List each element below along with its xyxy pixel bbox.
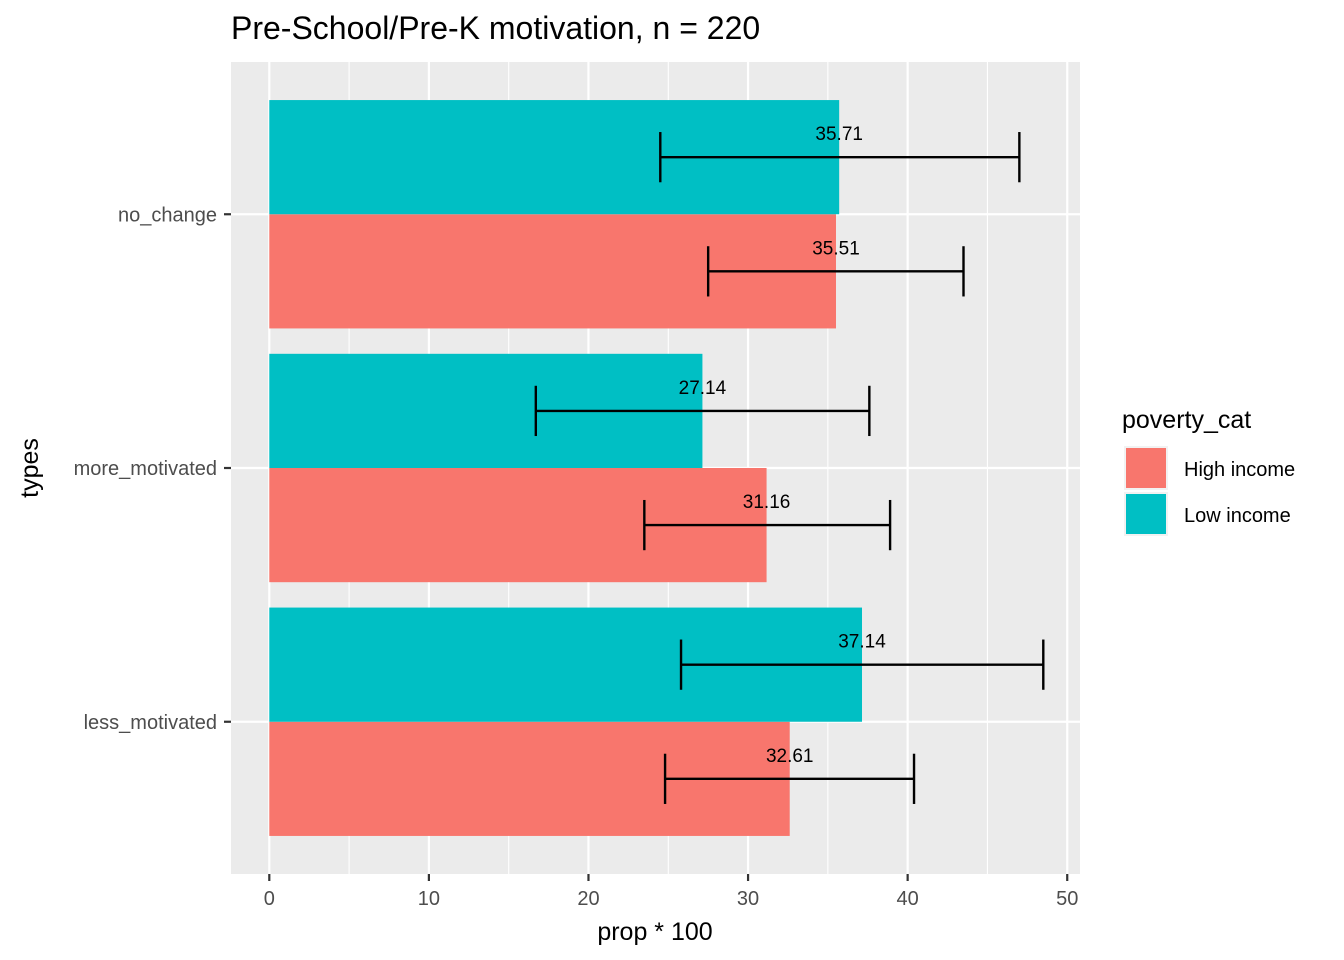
chart-title: Pre-School/Pre-K motivation, n = 220 [231,10,760,46]
data-labels: 35.51 31.16 32.61 35.71 27.14 37.14 [679,124,887,767]
error-bar [643,499,892,551]
bars [269,100,863,836]
data-label: 35.71 [815,124,863,145]
error-bar [679,639,1045,690]
error-bar [663,753,916,804]
error-bar [706,246,965,297]
data-label: 35.51 [812,238,860,259]
data-label: 27.14 [679,378,727,399]
y-tick-label: more_motivated [74,458,217,480]
data-label: 37.14 [838,632,886,653]
legend-key [1126,494,1166,534]
x-axis: 0 10 20 30 40 50 [264,874,1078,910]
error-bars [534,132,1045,804]
x-tick-label: 40 [897,888,919,910]
x-tick-label: 0 [264,888,275,910]
y-axis-title: types [16,438,44,498]
data-label: 31.16 [743,492,791,513]
x-tick-label: 50 [1056,888,1078,910]
x-tick-label: 10 [418,888,440,910]
legend-title: poverty_cat [1122,406,1251,434]
data-label: 32.61 [766,746,814,767]
x-axis-title: prop * 100 [597,918,712,946]
legend-key [1126,448,1166,488]
y-axis: no_change more_motivated less_motivated [74,204,231,734]
x-tick-label: 20 [577,888,599,910]
legend-label: Low income [1184,505,1291,527]
legend: poverty_cat High income Low income [1122,406,1295,536]
y-tick-label: less_motivated [84,712,217,734]
y-tick-label: no_change [118,204,217,226]
error-bar [659,132,1021,183]
x-tick-label: 30 [737,888,759,910]
error-bar [534,385,871,437]
legend-label: High income [1184,459,1295,481]
